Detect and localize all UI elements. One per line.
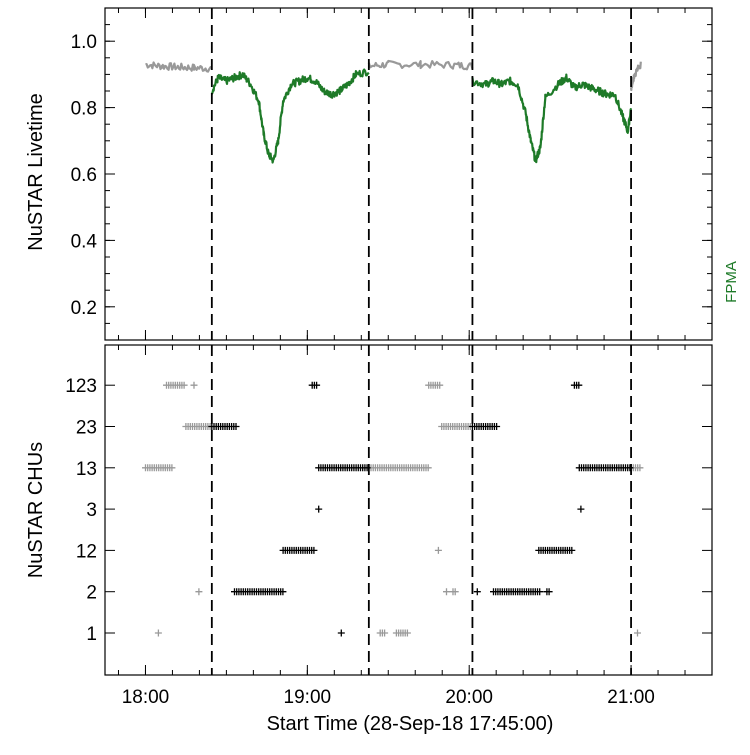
chu-panel: [142, 381, 644, 637]
top-y-tick-label: 1.0: [71, 32, 97, 53]
chu-category-label: 1: [86, 624, 97, 645]
chu-run-1-8: [473, 588, 481, 596]
axis-labels: NuSTAR Livetime NuSTAR CHUs FPMA Start T…: [25, 93, 740, 735]
livetime-series-1-segment-1: [471, 73, 633, 164]
chu-run-0-1: [190, 381, 198, 389]
x-tick-label: 19:00: [284, 687, 332, 708]
chu-run-1-9: [490, 588, 544, 596]
chu-category-label: 123: [65, 376, 97, 397]
chu-category-label: 13: [76, 459, 97, 480]
chu-run-0-10: [443, 588, 450, 596]
x-tick-label: 20:00: [445, 687, 493, 708]
dashed-lines: [210, 8, 632, 675]
chu-category-label: 2: [86, 583, 97, 604]
livetime-series-0-segment-1: [367, 59, 474, 71]
chu-run-1-5: [315, 464, 371, 472]
top-y-tick-label: 0.8: [71, 99, 97, 120]
chu-run-0-5: [154, 629, 162, 637]
chu-run-1-1: [231, 588, 287, 596]
bottom-panel-frame: [104, 344, 713, 676]
chu-run-0-3: [142, 464, 176, 472]
x-tick-label: 18:00: [122, 687, 170, 708]
chu-run-0-8: [438, 423, 474, 430]
top-y-tick-label: 0.2: [71, 298, 97, 319]
chu-run-0-9: [434, 546, 442, 554]
chu-category-label: 23: [76, 418, 97, 439]
chu-run-1-10: [543, 588, 553, 596]
chu-run-1-14: [575, 464, 634, 472]
chu-run-0-12: [376, 629, 389, 637]
chu-category-label: 3: [86, 500, 97, 521]
chu-run-0-2: [182, 423, 214, 430]
chu-run-1-3: [308, 381, 321, 389]
chu-category-label: 12: [76, 541, 97, 562]
fpma-label: FPMA: [723, 261, 740, 303]
top-y-tick-label: 0.6: [71, 165, 97, 186]
top-y-tick-label: 0.4: [71, 231, 98, 252]
chu-run-1-12: [570, 381, 583, 389]
chu-run-0-7: [425, 381, 444, 389]
chu-run-1-7: [468, 423, 501, 430]
x-axis-label: Start Time (28-Sep-18 17:45:00): [267, 713, 554, 735]
chu-run-0-0: [163, 381, 188, 389]
chu-run-1-2: [279, 546, 318, 554]
chu-run-0-11: [449, 588, 459, 596]
chu-run-1-0: [208, 423, 240, 430]
chu-run-1-11: [535, 546, 576, 554]
chu-run-0-15: [634, 629, 641, 637]
chu-run-1-13: [577, 505, 585, 513]
livetime-series-0-segment-2: [630, 61, 642, 92]
livetime-series-0-segment-0: [145, 61, 213, 73]
bottom-y-axis-label: NuSTAR CHUs: [25, 442, 47, 578]
chu-run-0-13: [392, 629, 411, 637]
chu-run-1-6: [337, 629, 345, 637]
livetime-panel: [145, 59, 642, 164]
x-tick-label: 21:00: [607, 687, 655, 708]
top-y-axis-label: NuSTAR Livetime: [25, 93, 47, 250]
chu-run-1-4: [315, 505, 323, 513]
chu-run-0-4: [195, 588, 203, 596]
livetime-series-1-segment-0: [210, 68, 370, 164]
